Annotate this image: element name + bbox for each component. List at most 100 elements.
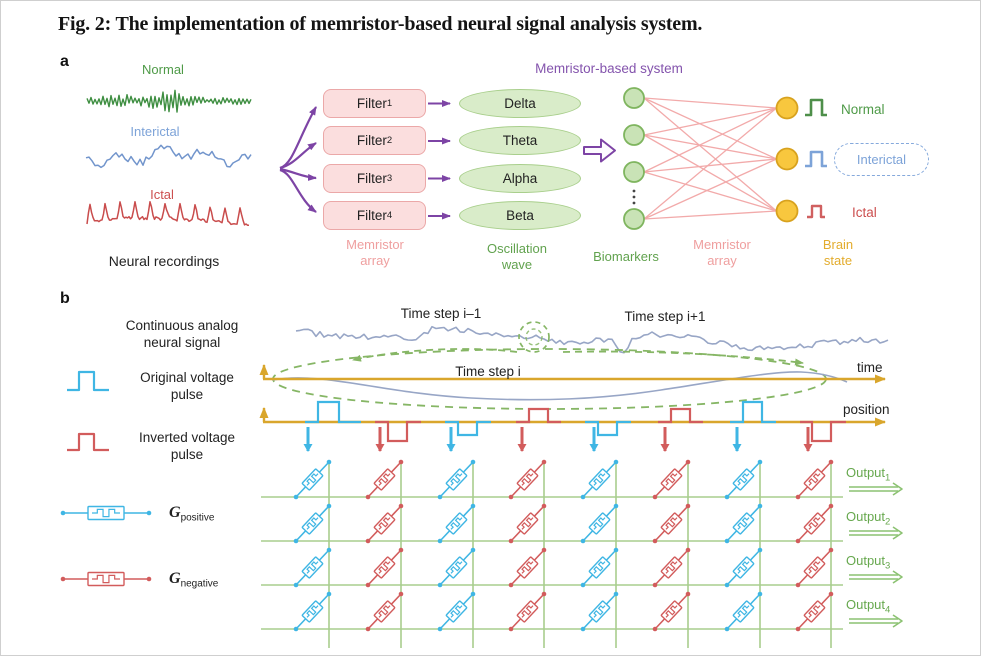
output-base: Output <box>846 465 886 480</box>
legend-continuous-signal: Continuous analog neural signal <box>125 318 239 350</box>
time-step-next-label: Time step i+1 <box>624 309 706 324</box>
memristor-cell <box>580 459 619 500</box>
memristor-cell <box>365 503 404 544</box>
wave-label: Delta <box>504 96 536 111</box>
time-axis-label: time <box>857 360 883 375</box>
neural-recordings-waveforms <box>85 89 252 227</box>
state-label-ictal: Ictal <box>852 205 877 220</box>
biomarker-ellipsis-dots <box>632 189 636 205</box>
memristor-system-title: Memristor-based system <box>535 61 683 76</box>
g-sub: negative <box>180 578 219 590</box>
memristor-cell <box>293 547 332 588</box>
wave-ellipse-beta: Beta <box>459 201 581 230</box>
memristor-cell <box>652 547 691 588</box>
recording-label-interictal: Interictal <box>130 124 180 139</box>
pulse-apply-arrows <box>303 427 813 452</box>
legend-g-negative-symbol <box>60 571 152 587</box>
legend-g-negative: Gnegative <box>169 569 219 590</box>
output-label-3: Output3 <box>846 553 891 572</box>
state-label-interictal: Interictal <box>856 152 907 167</box>
memristor-cell <box>508 547 547 588</box>
magnified-signal-trace <box>272 371 848 401</box>
output-label-2: Output2 <box>846 509 891 528</box>
memristor-cell <box>437 503 476 544</box>
memristor-cell <box>293 591 332 632</box>
output-base: Output <box>846 509 886 524</box>
memristor-cell <box>293 503 332 544</box>
continuous-signal-trace <box>295 325 889 354</box>
position-axis-label: position <box>843 402 890 417</box>
memristor-cell <box>365 591 404 632</box>
legend-g-positive: Gpositive <box>169 503 215 524</box>
output-arrows <box>849 482 903 628</box>
filter-box-3: Filter 3 <box>323 164 426 193</box>
filter-label: Filter <box>356 96 387 111</box>
legend-inverted-pulse-icon <box>67 432 109 452</box>
memristor-cell <box>580 503 619 544</box>
time-step-prev-label: Time step i–1 <box>400 306 482 321</box>
figure-title: Fig. 2: The implementation of memristor-… <box>58 13 703 35</box>
g-symbol: G <box>169 570 181 587</box>
brain-state-caption: Brain state <box>822 237 854 269</box>
wave-ellipse-alpha: Alpha <box>459 164 581 193</box>
memristor-cell <box>795 459 834 500</box>
brain-state-pulse-glyphs <box>805 98 827 219</box>
memristor-cell <box>724 459 763 500</box>
crossbar-grid <box>261 461 843 648</box>
filter-box-2: Filter 2 <box>323 126 426 155</box>
memristor-cell <box>580 547 619 588</box>
output-sub: 3 <box>885 560 891 572</box>
memristor-cell <box>293 459 332 500</box>
wave-label: Beta <box>506 208 534 223</box>
recording-label-normal: Normal <box>142 62 184 77</box>
filter-label: Filter <box>356 208 387 223</box>
brain-state-nodes <box>775 96 799 223</box>
memristor-cell <box>652 591 691 632</box>
panel-b-label: b <box>60 290 70 307</box>
output-label-4: Output4 <box>846 597 890 615</box>
memristor-cell <box>365 547 404 588</box>
time-step-current-label: Time step i <box>455 364 521 379</box>
memristor-cell <box>437 547 476 588</box>
memristor-array-caption-network: Memristor array <box>693 237 751 269</box>
legend-inverted-pulse-label: Inverted voltage pulse <box>138 430 236 462</box>
voltage-pulse-train <box>305 400 846 443</box>
state-pill-interictal: Interictal <box>834 143 929 176</box>
memristor-cell <box>508 503 547 544</box>
g-sub: positive <box>180 512 215 524</box>
output-sub: 1 <box>885 472 891 484</box>
filter-box-4: Filter 4 <box>323 201 426 230</box>
legend-original-pulse-label: Original voltage pulse <box>140 370 234 402</box>
memristor-cell <box>795 547 834 588</box>
memristor-cell <box>437 591 476 632</box>
wave-ellipse-delta: Delta <box>459 89 581 118</box>
oscillation-wave-caption: Oscillation wave <box>487 241 547 273</box>
output-base: Output <box>846 553 886 568</box>
wave-label: Alpha <box>502 171 538 186</box>
system-input-arrow <box>583 138 616 163</box>
output-sub: 2 <box>885 516 891 528</box>
panel-a-label: a <box>60 53 69 70</box>
memristor-cell <box>508 459 547 500</box>
memristor-cell <box>795 591 834 632</box>
memristor-cell <box>437 459 476 500</box>
time-position-axes <box>259 364 886 427</box>
biomarkers-caption: Biomarkers <box>593 249 659 264</box>
neural-recordings-caption: Neural recordings <box>108 253 220 269</box>
wave-ellipse-theta: Theta <box>459 126 581 155</box>
state-label-normal: Normal <box>841 102 885 117</box>
input-fan-arrows <box>279 106 317 213</box>
wave-label: Theta <box>502 133 538 148</box>
memristor-cell <box>724 591 763 632</box>
memristor-cell <box>508 591 547 632</box>
biomarker-nodes <box>623 87 645 230</box>
memristor-cell <box>580 591 619 632</box>
output-label-1: Output1 <box>846 465 891 484</box>
recording-label-ictal: Ictal <box>150 187 174 202</box>
filter-label: Filter <box>356 133 387 148</box>
output-base: Output <box>846 597 886 612</box>
filter-to-wave-arrows <box>428 100 451 220</box>
filter-box-1: Filter 1 <box>323 89 426 118</box>
